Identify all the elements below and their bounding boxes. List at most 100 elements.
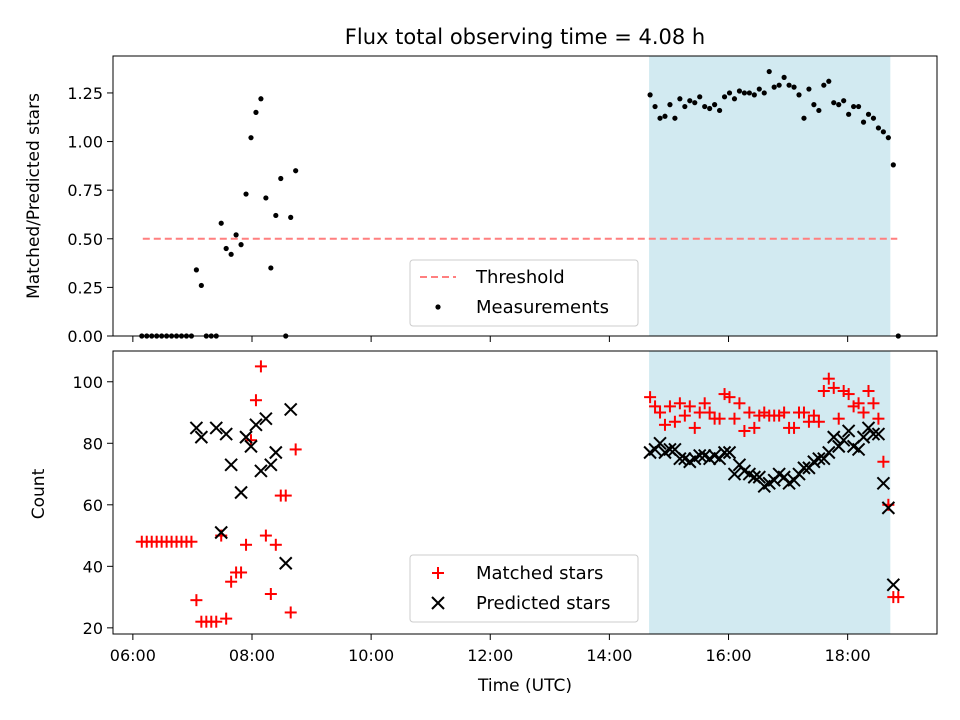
matched-star-point xyxy=(877,455,890,468)
measurement-point xyxy=(228,251,234,257)
measurement-point xyxy=(851,103,857,110)
matched-star-point xyxy=(807,409,820,422)
predicted-star-point xyxy=(224,458,238,472)
predicted-star-point xyxy=(841,424,856,438)
measurement-point xyxy=(677,96,683,102)
chart-title: Flux total observing time = 4.08 h xyxy=(345,25,705,49)
measurement-point xyxy=(726,90,733,96)
measurement-point xyxy=(761,90,767,96)
measurement-point xyxy=(846,111,852,117)
measurement-point xyxy=(193,267,199,273)
count-y-label: Count xyxy=(29,468,49,519)
ratio-legend: Threshold Measurements xyxy=(409,259,639,327)
predicted-star-point xyxy=(653,436,667,450)
ratio-highlight-span xyxy=(649,56,891,336)
measurement-point xyxy=(223,245,229,252)
predicted-star-point xyxy=(827,430,841,444)
measurement-point xyxy=(218,220,224,226)
matched-star-point xyxy=(269,538,282,551)
matched-star-point xyxy=(713,412,726,425)
matched-star-point xyxy=(817,384,830,397)
predicted-star-points xyxy=(189,402,901,592)
matched-star-point xyxy=(812,415,825,428)
matched-star-point xyxy=(663,400,676,413)
x-tick-label: 18:00 xyxy=(825,646,871,665)
matched-star-point xyxy=(649,400,662,413)
measurement-point xyxy=(258,96,264,102)
matched-star-point xyxy=(867,397,880,410)
predicted-star-point xyxy=(693,448,707,463)
count-y-axis: 20 40 60 80 100 xyxy=(72,373,113,638)
matched-star-point xyxy=(723,391,736,404)
predicted-star-point xyxy=(249,418,263,432)
matched-star-point xyxy=(678,409,691,422)
matched-star-point xyxy=(235,566,248,579)
predicted-star-point xyxy=(279,556,293,570)
matched-star-point xyxy=(249,394,262,407)
matched-star-point xyxy=(728,412,741,425)
measurement-point xyxy=(880,129,886,135)
measurement-point xyxy=(647,92,653,98)
matched-star-point xyxy=(862,384,875,397)
measurement-point xyxy=(751,92,757,98)
legend-predicted-label: Predicted stars xyxy=(476,593,610,614)
predicted-star-point xyxy=(194,430,209,444)
predicted-star-point xyxy=(264,458,278,472)
measurement-point xyxy=(746,90,752,96)
count-legend-box xyxy=(409,554,639,623)
legend-threshold-label: Threshold xyxy=(475,267,565,288)
ratio-legend-box xyxy=(409,259,639,327)
measurement-point xyxy=(712,102,718,108)
matched-star-point xyxy=(698,397,711,410)
predicted-star-point xyxy=(209,421,223,435)
measurement-point xyxy=(831,100,837,106)
matched-star-point xyxy=(797,406,810,419)
predicted-star-point xyxy=(866,427,881,441)
predicted-star-point xyxy=(822,445,836,460)
matched-star-point xyxy=(778,406,791,419)
measurement-point xyxy=(860,119,867,125)
matched-star-point xyxy=(842,388,855,401)
x-tick-label: 08:00 xyxy=(229,646,275,665)
measurement-point xyxy=(816,107,822,114)
predicted-star-point xyxy=(886,578,901,592)
measurement-point xyxy=(771,84,777,90)
ratio-y-tick-label: 0.25 xyxy=(67,278,103,297)
predicted-star-point xyxy=(856,430,871,444)
matched-star-point xyxy=(683,400,696,413)
matched-star-point xyxy=(225,575,238,588)
measurement-point xyxy=(293,168,299,174)
predicted-star-point xyxy=(881,501,896,515)
predicted-star-point xyxy=(727,467,742,481)
x-tick-label: 14:00 xyxy=(586,646,632,665)
count-y-tick-label: 40 xyxy=(83,557,103,576)
measurement-point xyxy=(890,162,896,168)
measurement-point xyxy=(875,125,882,131)
measurement-point xyxy=(736,88,743,94)
ratio-x-ticks xyxy=(132,336,849,342)
predicted-star-point xyxy=(189,421,204,435)
predicted-star-point xyxy=(836,433,851,447)
measurement-point xyxy=(796,92,802,98)
measurement-point xyxy=(741,90,748,96)
ratio-y-label: Matched/Predicted stars xyxy=(24,93,44,299)
ratio-y-tick-label: 0.75 xyxy=(67,181,103,200)
count-y-tick-label: 100 xyxy=(72,373,103,392)
measurement-point xyxy=(657,115,663,121)
matched-star-point xyxy=(289,443,302,456)
count-panel: 20 40 60 80 100 06:00 08:00 10:00 12:00 14:00 16:… xyxy=(29,350,938,696)
measurement-point xyxy=(233,232,239,238)
measurement-point xyxy=(826,78,832,84)
count-plot-frame xyxy=(112,350,938,635)
count-y-tick-label: 60 xyxy=(83,496,103,515)
measurement-point xyxy=(870,115,877,121)
measurement-point xyxy=(667,102,673,108)
measurement-point xyxy=(791,84,797,90)
predicted-star-point xyxy=(797,461,811,475)
measurement-point xyxy=(697,94,703,100)
matched-star-point xyxy=(822,372,835,385)
predicted-star-point xyxy=(876,476,891,490)
legend-matched-label: Matched stars xyxy=(476,563,603,584)
measurement-point xyxy=(811,102,817,108)
matched-star-points xyxy=(135,360,905,628)
